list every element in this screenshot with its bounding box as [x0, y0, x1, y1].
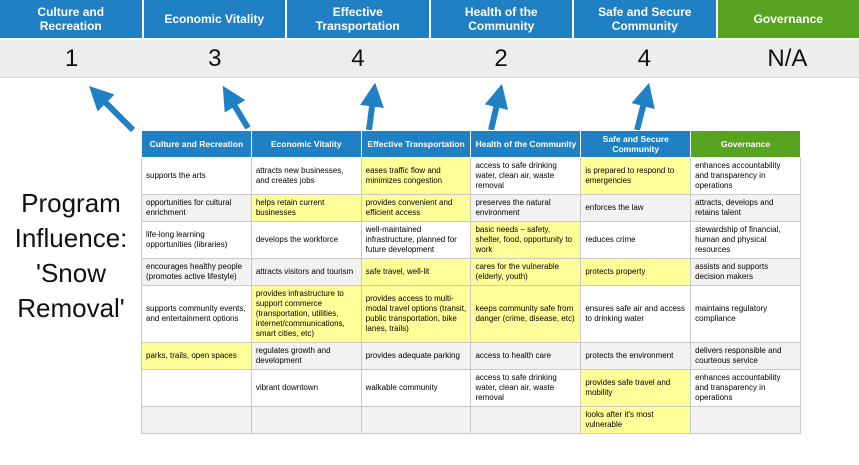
influence-table: Culture and Recreation Economic Vitality E…: [141, 129, 801, 435]
matrix-cell: vibrant downtown: [250, 369, 362, 408]
matrix-cell: [250, 406, 362, 435]
matrix-row: life-long learning opportunities (librar…: [141, 221, 801, 260]
score-safe-and-secure-community: 4: [637, 44, 651, 72]
matrix-cell: safe travel, well-lit: [360, 258, 472, 287]
matrix-row: opportunities for cultural enrichment hel…: [141, 194, 801, 223]
matrix-cell: provides access to multi-modal travel op…: [360, 285, 472, 344]
category-header-safe-and-secure-community: Safe and Secure Community: [574, 0, 716, 38]
category-header-culture-and-recreation: Culture and Recreation: [0, 0, 142, 38]
matrix-cell: delivers responsible and courteous servi…: [690, 342, 801, 371]
matrix-cell: enhances accountability and transparency…: [690, 157, 801, 196]
matrix-cell: cares for the vulnerable (elderly, youth…: [470, 258, 582, 287]
matrix-header-governance: Governance: [690, 129, 801, 159]
matrix-cell: basic needs – safety, shelter, food, opp…: [470, 221, 582, 260]
matrix-row: encourages healthy people (promotes acti…: [141, 258, 801, 287]
matrix-header-safe-and-secure-community: Safe and Secure Community: [580, 129, 692, 159]
matrix-cell: attracts new businesses, and creates job…: [250, 157, 362, 196]
matrix-cell: keeps community safe from danger (crime,…: [470, 285, 582, 344]
matrix-header-effective-transportation: Effective Transportation: [360, 129, 472, 159]
matrix-cell: enforces the law: [580, 194, 692, 223]
up-arrow-3: [360, 82, 384, 131]
matrix-cell: encourages healthy people (promotes acti…: [141, 258, 252, 287]
matrix-cell: [690, 406, 801, 435]
matrix-header-culture-and-recreation: Culture and Recreation: [141, 129, 252, 159]
matrix-row: supports the arts attracts new businesses…: [141, 157, 801, 196]
matrix-cell: protects property: [580, 258, 692, 287]
up-arrow-4: [484, 83, 509, 131]
program-influence-label: Program Influence: 'Snow Removal': [14, 188, 128, 324]
matrix-cell: provides adequate parking: [360, 342, 472, 371]
matrix-cell: develops the workforce: [250, 221, 362, 260]
matrix-cell: attracts, develops and retains talent: [690, 194, 801, 223]
score-arrows: [89, 82, 655, 133]
matrix-row: parks, trails, open spaces regulates grow…: [141, 342, 801, 371]
matrix-cell: helps retain current businesses: [250, 194, 362, 223]
matrix-cell: access to safe drinking water, clean air…: [470, 157, 582, 196]
matrix-cell: protects the environment: [580, 342, 692, 371]
matrix-cell: [360, 406, 472, 435]
matrix-cell: attracts visitors and tourism: [250, 258, 362, 287]
score-health-of-the-community: 2: [494, 44, 508, 72]
score-culture-and-recreation: 1: [64, 44, 79, 72]
matrix-cell: reduces crime: [580, 221, 692, 260]
category-header-economic-vitality: Economic Vitality: [143, 0, 285, 38]
matrix-cell: walkable community: [360, 369, 472, 408]
score-governance: N/A: [767, 44, 808, 72]
matrix-cell: well-maintained infrastructure, planned …: [360, 221, 472, 260]
matrix-cell: provides safe travel and mobility: [580, 369, 692, 408]
category-header-row: Culture and Recreation Economic Vitality…: [0, 0, 859, 38]
matrix-cell: ensures safe air and access to drinking …: [580, 285, 692, 344]
up-arrow-1: [89, 86, 136, 133]
up-arrow-2: [222, 85, 251, 130]
matrix-cell: [141, 406, 252, 435]
matrix-cell: [470, 406, 582, 435]
matrix-cell: access to safe drinking water, clean air…: [470, 369, 582, 408]
matrix-cell: provides convenient and efficient access: [360, 194, 472, 223]
matrix-cell: life-long learning opportunities (librar…: [141, 221, 252, 260]
matrix-cell: enhances accountability and transparency…: [690, 369, 801, 408]
matrix-row: looks after it's most vulnerable: [141, 406, 801, 435]
matrix-header-economic-vitality: Economic Vitality: [250, 129, 362, 159]
category-header-governance: Governance: [717, 0, 859, 38]
matrix-cell: supports community events, and entertain…: [141, 285, 252, 344]
matrix-cell: is prepared to respond to emergencies: [580, 157, 692, 196]
matrix-cell: access to health care: [470, 342, 582, 371]
matrix-cell: looks after it's most vulnerable: [580, 406, 692, 435]
matrix-cell: regulates growth and development: [250, 342, 362, 371]
matrix-cell: opportunities for cultural enrichment: [141, 194, 252, 223]
matrix-cell: provides infrastructure to support comme…: [250, 285, 362, 344]
up-arrow-5: [631, 82, 655, 131]
matrix-row: vibrant downtown walkable community access…: [141, 369, 801, 408]
matrix-cell: assists and supports decision makers: [690, 258, 801, 287]
matrix-cell: [141, 369, 252, 408]
matrix-header-health-of-the-community: Health of the Community: [470, 129, 582, 159]
matrix-cell: supports the arts: [141, 157, 252, 196]
score-row: 1 3 4 2 4 N/A: [0, 40, 859, 78]
matrix-cell: stewardship of financial, human and phys…: [690, 221, 801, 260]
matrix-cell: preserves the natural environment: [470, 194, 582, 223]
matrix-cell: maintains regulatory compliance: [690, 285, 801, 344]
score-economic-vitality: 3: [208, 44, 222, 72]
influence-matrix: Culture and Recreation Economic Vitality E…: [141, 129, 801, 435]
category-header-health-of-the-community: Health of the Community: [430, 0, 572, 38]
matrix-cell: parks, trails, open spaces: [141, 342, 252, 371]
matrix-cell: eases traffic flow and minimizes congest…: [360, 157, 472, 196]
score-effective-transportation: 4: [351, 44, 365, 72]
category-header-effective-transportation: Effective Transportation: [287, 0, 429, 38]
matrix-row: supports community events, and entertain…: [141, 285, 801, 344]
